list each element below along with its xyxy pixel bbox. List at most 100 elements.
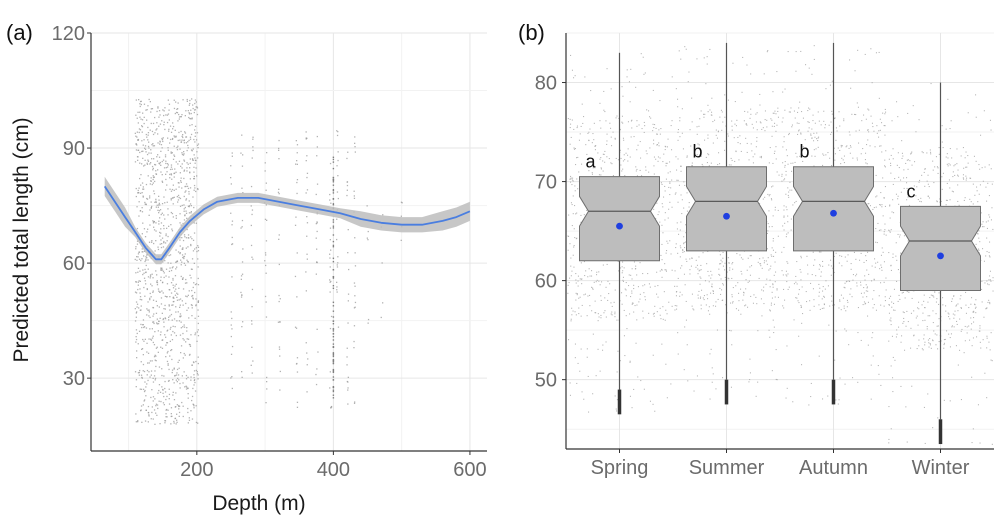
data-point <box>353 307 356 309</box>
data-point <box>990 219 992 221</box>
data-point <box>823 154 825 156</box>
data-point <box>144 295 146 297</box>
data-point <box>163 167 166 169</box>
data-point <box>656 293 658 295</box>
data-point <box>150 418 152 420</box>
data-point <box>962 177 964 179</box>
data-point <box>813 299 815 301</box>
data-point <box>622 95 624 97</box>
data-point <box>675 291 677 293</box>
data-point <box>182 222 184 225</box>
data-point <box>786 387 788 389</box>
data-point <box>785 274 787 276</box>
data-point <box>164 260 166 262</box>
data-point <box>171 371 173 374</box>
data-point <box>185 302 187 305</box>
data-point <box>755 146 757 148</box>
data-point <box>920 197 922 199</box>
data-point <box>959 318 961 320</box>
data-point <box>150 149 152 151</box>
data-point <box>591 173 593 175</box>
data-point <box>961 328 963 330</box>
data-point <box>150 338 152 340</box>
data-point <box>135 421 137 423</box>
data-point <box>150 396 152 399</box>
data-point <box>935 301 937 303</box>
data-point <box>316 222 318 224</box>
data-point <box>934 166 936 168</box>
data-point <box>892 148 894 150</box>
data-point <box>849 293 851 295</box>
data-point <box>148 241 151 243</box>
data-point <box>296 160 298 162</box>
data-point <box>720 293 722 295</box>
data-point <box>626 328 628 330</box>
data-point <box>193 405 195 407</box>
data-point <box>158 199 160 201</box>
data-point <box>918 339 920 341</box>
data-point <box>354 136 356 138</box>
data-point <box>146 198 149 200</box>
data-point <box>856 285 858 287</box>
data-point <box>175 334 177 337</box>
data-point <box>316 155 318 157</box>
data-point <box>251 372 253 374</box>
data-point <box>976 190 978 192</box>
data-point <box>185 237 188 239</box>
data-point <box>883 197 885 199</box>
data-point <box>178 379 180 381</box>
data-point <box>621 266 623 268</box>
data-point <box>696 126 698 128</box>
data-point <box>945 204 947 206</box>
data-point <box>159 291 161 293</box>
data-point <box>659 270 661 272</box>
data-point <box>647 273 649 275</box>
data-point <box>811 128 813 130</box>
data-point <box>987 182 989 184</box>
data-point <box>732 302 734 304</box>
data-point <box>163 404 165 406</box>
data-point <box>182 326 184 328</box>
data-point <box>895 336 897 338</box>
data-point <box>135 336 137 338</box>
data-point <box>731 159 733 161</box>
data-point <box>960 307 962 309</box>
data-point <box>802 146 804 148</box>
data-point <box>170 349 172 352</box>
data-point <box>749 358 751 360</box>
data-point <box>591 172 593 174</box>
data-point <box>163 110 165 112</box>
data-point <box>676 179 678 181</box>
data-point <box>761 315 763 317</box>
data-point <box>946 182 948 184</box>
data-point <box>772 286 774 288</box>
x-tick-label: Autumn <box>799 457 868 479</box>
data-point <box>875 206 877 208</box>
data-point <box>171 178 173 180</box>
data-point <box>712 373 714 375</box>
data-point <box>771 255 773 257</box>
data-point <box>701 289 703 291</box>
data-point <box>830 274 832 276</box>
data-point <box>706 162 708 164</box>
data-point <box>839 300 841 302</box>
data-point <box>171 369 174 371</box>
data-point <box>592 287 594 289</box>
data-point <box>738 292 740 294</box>
data-point <box>660 254 662 256</box>
data-point <box>142 188 144 190</box>
data-point <box>170 413 172 415</box>
data-point <box>159 204 161 206</box>
data-point <box>168 304 170 306</box>
data-point <box>846 260 848 262</box>
data-point <box>135 195 137 198</box>
data-point <box>197 374 199 376</box>
data-point <box>157 107 159 109</box>
data-point <box>980 212 982 214</box>
data-point <box>786 275 788 277</box>
data-point <box>658 211 660 213</box>
data-point <box>154 116 156 119</box>
data-point <box>927 315 929 317</box>
data-point <box>784 178 786 180</box>
data-point <box>981 280 983 282</box>
